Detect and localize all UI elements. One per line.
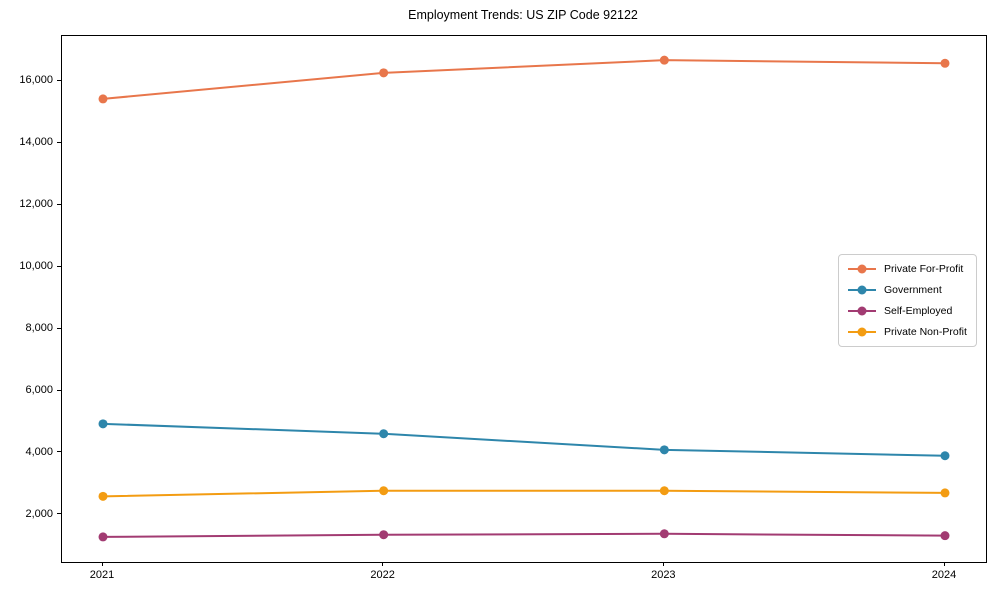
legend-line-marker-swatch — [848, 306, 876, 316]
y-axis-tick-label: 14,000 — [19, 136, 53, 149]
y-axis-tick-mark — [57, 79, 61, 81]
data-point-marker — [98, 532, 108, 542]
legend-item: Private Non-Profit — [848, 325, 967, 339]
legend-marker-dot — [857, 285, 867, 295]
legend-line-marker-swatch — [848, 285, 876, 295]
legend-line-marker-swatch — [848, 327, 876, 337]
x-axis-tick-label: 2023 — [651, 569, 676, 581]
legend-item: Self-Employed — [848, 304, 967, 318]
series-line — [102, 422, 946, 457]
y-axis-tick-label: 8,000 — [25, 322, 53, 335]
x-axis-tick-mark — [943, 562, 945, 566]
series-line — [102, 489, 946, 498]
line-series-canvas — [98, 55, 950, 542]
x-axis-tick-mark — [662, 562, 664, 566]
x-axis-tick-mark — [382, 562, 384, 566]
data-point-marker — [98, 491, 108, 501]
y-axis-tick-mark — [57, 141, 61, 143]
data-point-marker — [379, 429, 389, 439]
data-point-marker — [379, 68, 389, 78]
data-point-marker — [659, 445, 669, 455]
x-axis-tick-label: 2021 — [89, 569, 115, 581]
series-line — [102, 532, 946, 538]
y-axis-tick-mark — [57, 389, 61, 391]
x-axis-tick-label: 2022 — [370, 569, 395, 581]
series-line — [102, 59, 946, 100]
y-axis-tick-mark — [57, 451, 61, 453]
data-point-marker — [379, 486, 389, 496]
data-point-marker — [98, 419, 108, 429]
legend-label: Private For-Profit — [884, 263, 964, 275]
data-point-marker — [379, 530, 389, 540]
legend-marker-dot — [857, 264, 867, 274]
data-point-marker — [940, 451, 950, 461]
legend-item: Government — [848, 283, 967, 297]
chart-title: Employment Trends: US ZIP Code 92122 — [408, 8, 638, 22]
y-axis-tick-mark — [57, 327, 61, 329]
data-point-marker — [98, 94, 108, 104]
y-axis-tick-mark — [57, 203, 61, 205]
y-axis-tick-label: 4,000 — [25, 445, 53, 458]
legend: Private For-Profit Government Self-Employe… — [838, 254, 977, 347]
legend-marker-dot — [857, 306, 867, 316]
y-axis-tick-label: 2,000 — [25, 507, 53, 520]
data-point-marker — [659, 529, 669, 539]
legend-item: Private For-Profit — [848, 262, 967, 276]
plot-area — [61, 35, 987, 563]
y-axis-tick-label: 10,000 — [19, 260, 53, 273]
legend-label: Government — [884, 284, 942, 296]
legend-line-marker-swatch — [848, 264, 876, 274]
data-point-marker — [940, 531, 950, 541]
legend-label: Self-Employed — [884, 305, 953, 317]
legend-label: Private Non-Profit — [884, 326, 967, 338]
y-axis-tick-label: 6,000 — [25, 384, 53, 396]
x-axis-tick-mark — [101, 562, 103, 566]
data-point-marker — [940, 58, 950, 68]
legend-marker-dot — [857, 327, 867, 337]
data-point-marker — [940, 488, 950, 498]
y-axis-tick-label: 12,000 — [19, 198, 53, 211]
y-axis-tick-label: 16,000 — [19, 74, 53, 87]
data-point-marker — [659, 486, 669, 496]
data-point-marker — [659, 55, 669, 65]
x-axis-tick-label: 2024 — [931, 569, 957, 581]
y-axis-tick-mark — [57, 513, 61, 515]
y-axis-tick-mark — [57, 265, 61, 267]
